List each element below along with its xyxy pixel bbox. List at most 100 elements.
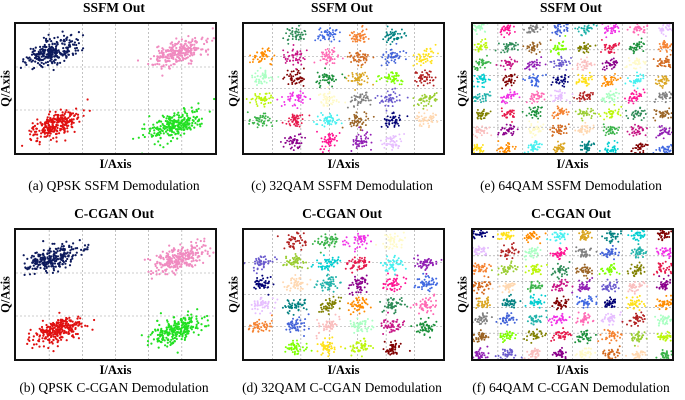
symbol-point: [481, 112, 484, 115]
symbol-point: [170, 50, 173, 53]
symbol-point: [632, 61, 635, 64]
symbol-point: [157, 140, 160, 143]
symbol-point: [176, 128, 179, 131]
symbol-point: [49, 57, 52, 60]
symbol-point: [565, 47, 567, 50]
symbol-point: [289, 136, 292, 139]
symbol-point: [388, 123, 391, 126]
symbol-point: [585, 61, 588, 64]
symbol-point: [326, 56, 329, 59]
symbol-cluster: [375, 71, 404, 86]
symbol-point: [497, 147, 500, 150]
symbol-point: [509, 62, 512, 65]
symbol-point: [479, 77, 482, 80]
symbol-point: [577, 30, 580, 33]
symbol-point: [288, 117, 291, 120]
symbol-point: [49, 117, 52, 120]
symbol-point: [391, 28, 393, 31]
symbol-point: [532, 29, 535, 31]
symbol-point: [539, 115, 542, 117]
symbol-point: [331, 75, 334, 78]
symbol-point: [478, 95, 481, 98]
symbol-point: [430, 120, 433, 123]
symbol-point: [533, 63, 536, 66]
symbol-point: [154, 63, 157, 66]
symbol-point: [660, 47, 663, 50]
symbol-cluster: [281, 113, 311, 128]
symbol-point: [561, 150, 564, 153]
symbol-point: [636, 59, 639, 62]
symbol-point: [168, 67, 171, 70]
symbol-point: [667, 116, 670, 119]
symbol-point: [421, 78, 424, 81]
symbol-point: [425, 54, 427, 56]
symbol-point: [564, 34, 567, 37]
symbol-point: [663, 83, 666, 85]
symbol-point: [367, 137, 370, 140]
symbol-point: [435, 98, 438, 101]
symbol-point: [561, 91, 564, 94]
symbol-point: [422, 74, 424, 76]
symbol-point: [484, 78, 487, 81]
symbol-point: [173, 51, 176, 54]
symbol-point: [478, 58, 481, 61]
symbol-point: [357, 133, 360, 136]
symbol-point: [486, 46, 489, 49]
symbol-point: [386, 64, 389, 67]
symbol-point: [531, 25, 534, 28]
symbol-point: [529, 108, 532, 111]
symbol-point: [56, 43, 59, 46]
symbol-point: [530, 81, 533, 84]
symbol-point: [476, 85, 479, 88]
symbol-point: [600, 51, 602, 53]
symbol-point: [484, 99, 487, 102]
symbol-point: [531, 97, 534, 100]
symbol-point: [324, 67, 327, 70]
symbol-point: [358, 59, 361, 61]
symbol-point: [624, 97, 626, 100]
symbol-point: [333, 62, 336, 65]
symbol-point: [270, 76, 273, 79]
symbol-point: [662, 111, 664, 114]
symbol-point: [417, 116, 420, 119]
symbol-point: [583, 31, 586, 34]
symbol-cluster: [598, 103, 623, 121]
symbol-point: [478, 75, 481, 78]
symbol-point: [634, 123, 636, 126]
symbol-point: [38, 63, 41, 66]
symbol-point: [350, 125, 353, 128]
symbol-point: [357, 53, 360, 56]
symbol-point: [497, 140, 500, 143]
symbol-point: [632, 118, 635, 120]
symbol-point: [321, 145, 324, 148]
symbol-point: [386, 60, 389, 63]
symbol-point: [527, 128, 530, 130]
symbol-point: [275, 120, 278, 122]
symbol-point: [399, 32, 402, 35]
symbol-point: [628, 133, 631, 136]
symbol-point: [580, 76, 583, 79]
symbol-point: [55, 140, 58, 143]
symbol-point: [367, 117, 370, 120]
symbol-point: [294, 124, 297, 127]
symbol-point: [602, 123, 605, 126]
symbol-point: [61, 42, 64, 45]
symbol-point: [190, 53, 193, 56]
symbol-point: [664, 61, 667, 64]
symbol-point: [385, 118, 388, 121]
symbol-point: [537, 117, 540, 120]
symbol-point: [611, 63, 614, 66]
symbol-point: [323, 30, 326, 33]
symbol-point: [40, 58, 43, 62]
symbol-point: [370, 141, 373, 144]
symbol-point: [400, 28, 403, 31]
symbol-point: [22, 58, 25, 61]
symbol-point: [665, 97, 668, 100]
symbol-point: [613, 145, 616, 148]
symbol-point: [584, 98, 586, 101]
symbol-point: [353, 33, 356, 36]
symbol-point: [538, 146, 541, 149]
symbol-point: [388, 33, 391, 36]
symbol-point: [638, 133, 641, 135]
symbol-point: [301, 113, 304, 116]
